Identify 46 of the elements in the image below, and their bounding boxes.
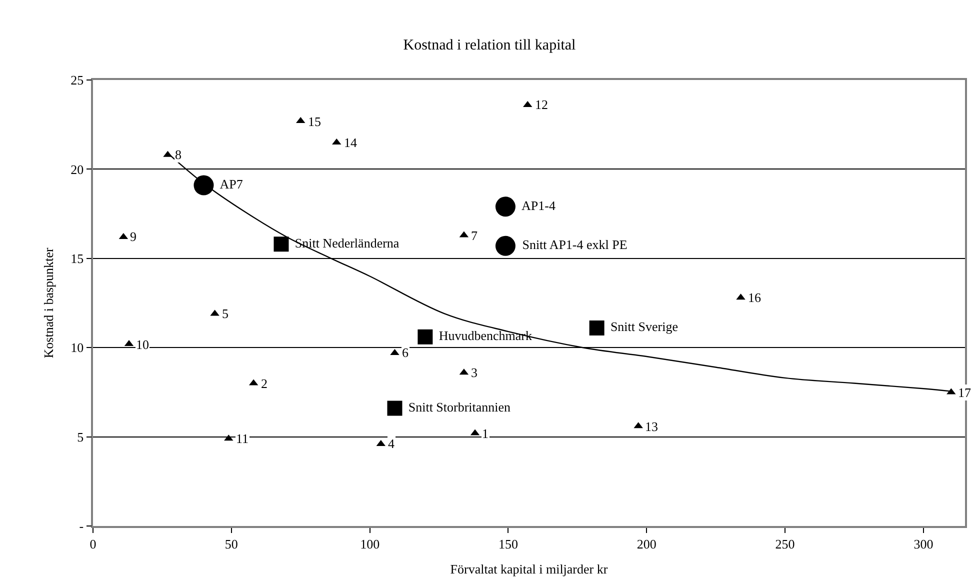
point: [495, 196, 516, 217]
x-tick-label: 300: [914, 536, 934, 552]
point: [387, 400, 402, 416]
y-tick-label: 25: [70, 72, 84, 88]
annotation: 5: [222, 306, 228, 321]
annotation: 9: [130, 229, 136, 244]
annotation: 16: [748, 290, 762, 305]
annotation: 14: [344, 135, 358, 150]
x-tick-label: 0: [90, 536, 96, 552]
annotation: 11: [236, 431, 249, 446]
point: [274, 236, 289, 252]
annotation: 13: [645, 419, 658, 434]
point: [194, 175, 214, 196]
series-label: Huvudbenchmark: [436, 328, 532, 344]
x-tick-label: 50: [224, 536, 238, 552]
x-tick-label: 100: [360, 536, 380, 552]
x-axis-title: Förvaltat kapital i miljarder kr: [450, 561, 608, 576]
y-tick-label: 20: [70, 162, 84, 177]
x-tick-label: 250: [775, 536, 795, 552]
point: [589, 320, 604, 336]
annotation: 4: [388, 436, 395, 451]
annotation: 15: [308, 114, 321, 129]
chart-title: Kostnad i relation till kapital: [403, 37, 576, 54]
annotation: 6: [402, 345, 409, 360]
annotation: 10: [136, 337, 149, 352]
series-label: AP1-4: [518, 198, 556, 213]
series-label: Snitt AP1-4 exkl PE: [518, 237, 628, 252]
point: [495, 236, 516, 256]
annotation: 2: [261, 376, 268, 391]
annotation: 17: [958, 385, 972, 400]
annotation: 1: [482, 426, 488, 441]
series-label: AP7: [217, 176, 244, 192]
y-tick-label: 10: [70, 340, 84, 356]
y-axis-title: Kostnad i baspunkter: [41, 247, 56, 358]
point: [418, 329, 433, 344]
x-tick-label: 200: [636, 536, 656, 552]
x-tick-label: 150: [498, 536, 518, 552]
annotation: 3: [471, 365, 478, 380]
y-tick-label: -: [79, 518, 84, 534]
series-label: Snitt Storbritannien: [405, 400, 512, 415]
annotation: 12: [535, 97, 548, 112]
annotation: 8: [175, 147, 182, 162]
y-tick-label: 5: [77, 429, 84, 444]
annotation: 7: [471, 228, 478, 243]
y-tick-label: 15: [70, 250, 84, 266]
series-label: Snitt Sverige: [607, 319, 678, 334]
